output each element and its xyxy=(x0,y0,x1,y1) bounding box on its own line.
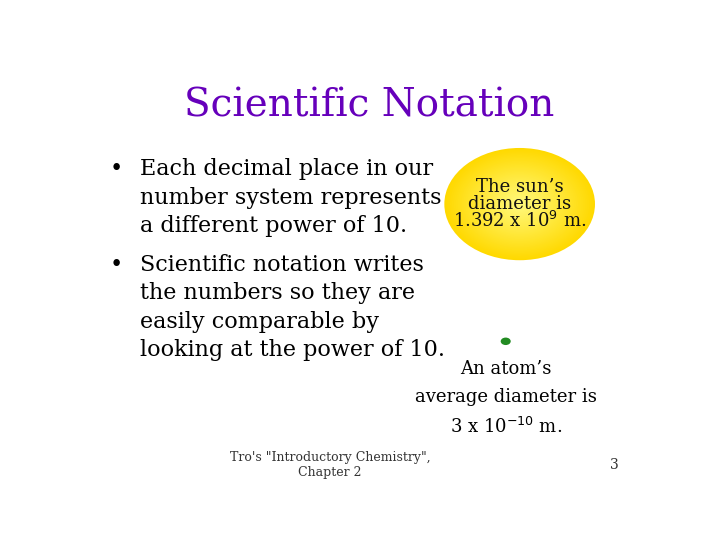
Circle shape xyxy=(512,199,527,210)
Circle shape xyxy=(505,193,535,215)
Text: •: • xyxy=(109,158,123,180)
Circle shape xyxy=(508,195,531,213)
Circle shape xyxy=(459,159,580,249)
Text: •: • xyxy=(109,254,123,276)
Circle shape xyxy=(474,171,565,238)
Text: diameter is: diameter is xyxy=(468,195,571,213)
Text: 1.392 x 10$^9$ m.: 1.392 x 10$^9$ m. xyxy=(453,211,586,231)
Circle shape xyxy=(493,185,546,224)
Circle shape xyxy=(471,167,569,241)
Circle shape xyxy=(454,155,585,253)
Circle shape xyxy=(472,169,567,239)
Circle shape xyxy=(487,180,552,228)
Circle shape xyxy=(500,338,510,345)
Circle shape xyxy=(490,181,550,227)
Text: Scientific Notation: Scientific Notation xyxy=(184,87,554,125)
Text: 3: 3 xyxy=(610,458,619,472)
Circle shape xyxy=(463,162,576,246)
Circle shape xyxy=(462,160,578,248)
Circle shape xyxy=(444,148,595,260)
Text: the numbers so they are: the numbers so they are xyxy=(140,282,415,304)
Text: Scientific notation writes: Scientific notation writes xyxy=(140,254,424,276)
Circle shape xyxy=(497,187,542,221)
Circle shape xyxy=(456,157,584,252)
Circle shape xyxy=(516,201,523,207)
Text: An atom’s: An atom’s xyxy=(460,360,552,378)
Text: 3 x 10$^{-10}$ m.: 3 x 10$^{-10}$ m. xyxy=(450,416,562,437)
Text: The sun’s: The sun’s xyxy=(476,178,564,197)
Text: Each decimal place in our: Each decimal place in our xyxy=(140,158,433,180)
Circle shape xyxy=(482,176,557,232)
Circle shape xyxy=(499,188,541,220)
Circle shape xyxy=(469,166,570,242)
Circle shape xyxy=(450,152,590,256)
Circle shape xyxy=(448,151,591,258)
Circle shape xyxy=(446,150,593,259)
Circle shape xyxy=(457,158,582,251)
Circle shape xyxy=(492,183,548,225)
Circle shape xyxy=(480,174,559,234)
Circle shape xyxy=(467,165,572,244)
Text: easily comparable by: easily comparable by xyxy=(140,310,379,333)
Text: number system represents: number system represents xyxy=(140,187,442,208)
Text: average diameter is: average diameter is xyxy=(415,388,597,406)
Circle shape xyxy=(506,194,533,214)
Circle shape xyxy=(501,190,539,218)
Circle shape xyxy=(465,164,575,245)
Circle shape xyxy=(486,179,554,230)
Circle shape xyxy=(510,197,529,211)
Text: Tro's "Introductory Chemistry",
Chapter 2: Tro's "Introductory Chemistry", Chapter … xyxy=(230,451,431,479)
Circle shape xyxy=(478,173,561,235)
Circle shape xyxy=(514,200,526,208)
Text: a different power of 10.: a different power of 10. xyxy=(140,215,408,237)
Circle shape xyxy=(495,186,544,222)
Circle shape xyxy=(484,178,555,231)
Circle shape xyxy=(452,153,588,255)
Circle shape xyxy=(503,192,536,217)
Text: looking at the power of 10.: looking at the power of 10. xyxy=(140,339,445,361)
Circle shape xyxy=(518,202,521,206)
Circle shape xyxy=(477,172,563,237)
